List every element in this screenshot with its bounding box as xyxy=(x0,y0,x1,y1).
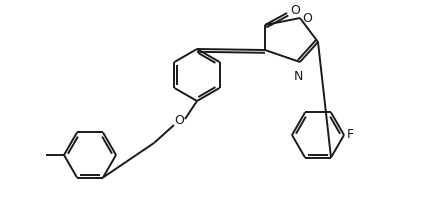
Text: O: O xyxy=(290,4,300,18)
Text: F: F xyxy=(347,128,354,141)
Text: O: O xyxy=(302,13,312,25)
Text: N: N xyxy=(293,70,303,83)
Text: O: O xyxy=(174,114,184,127)
